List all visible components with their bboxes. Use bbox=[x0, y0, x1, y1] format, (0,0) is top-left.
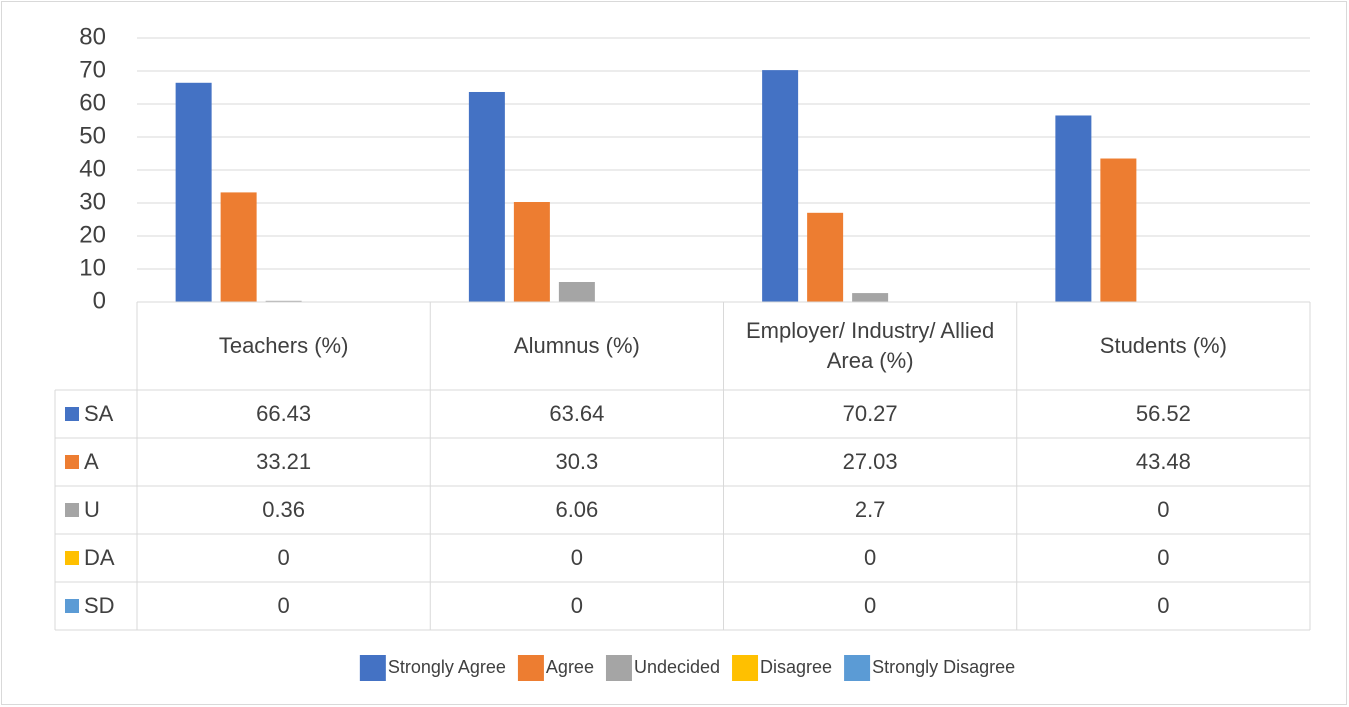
table-value-box: 66.43 bbox=[256, 401, 312, 427]
y-tick-label: 70 bbox=[79, 56, 106, 83]
legend-label: Strongly Disagree bbox=[872, 657, 1015, 677]
table-value: 0 bbox=[1157, 497, 1170, 523]
table-value-box: 0 bbox=[1157, 545, 1170, 571]
y-tick-label: 80 bbox=[79, 23, 106, 50]
table-value: 0 bbox=[1157, 545, 1170, 571]
legend-key bbox=[732, 655, 759, 681]
y-tick-label: 40 bbox=[79, 155, 106, 182]
legend-key bbox=[359, 655, 386, 681]
row-label: A bbox=[84, 449, 99, 474]
legend-key bbox=[517, 655, 544, 681]
bar bbox=[513, 202, 550, 302]
category-header-box: Students (%) bbox=[1099, 333, 1227, 359]
category-header-box: Employer/ Industry/ Allied Area (%) bbox=[746, 318, 995, 373]
table-value: 66.43 bbox=[256, 401, 312, 427]
table-value: 0 bbox=[570, 545, 583, 571]
row-label: DA bbox=[84, 545, 115, 570]
table-value-box: 0 bbox=[570, 593, 583, 619]
legend-label: Agree bbox=[546, 657, 594, 677]
legend-key bbox=[65, 455, 79, 469]
table-value-box: 0 bbox=[570, 545, 583, 571]
legend-key bbox=[844, 655, 871, 681]
table-value-box: 0 bbox=[277, 545, 290, 571]
category-header: Alumnus (%) bbox=[513, 333, 640, 359]
table-value: 0 bbox=[864, 593, 877, 619]
table-value-box: 0 bbox=[277, 593, 290, 619]
legend-label: Disagree bbox=[760, 657, 832, 677]
y-tick-label: 60 bbox=[79, 89, 106, 116]
table-value: 6.06 bbox=[555, 497, 599, 523]
category-header: Teachers (%) bbox=[218, 333, 349, 359]
bar bbox=[1055, 115, 1092, 302]
row-label: SD bbox=[84, 593, 115, 618]
bar bbox=[175, 82, 212, 302]
table-value: 27.03 bbox=[842, 449, 898, 475]
row-label: U bbox=[84, 497, 100, 522]
legend-key bbox=[65, 407, 79, 421]
y-tick-label: 50 bbox=[79, 122, 106, 149]
y-tick-label: 20 bbox=[79, 221, 106, 248]
legend-key bbox=[605, 655, 632, 681]
legend: Strongly Agree Agree Undecided Disagree Stro… bbox=[359, 655, 1015, 681]
category-header: Students (%) bbox=[1099, 333, 1227, 359]
category-header-box: Alumnus (%) bbox=[513, 333, 640, 359]
table-value-box: 30.3 bbox=[555, 449, 599, 475]
table-value-box: 63.64 bbox=[549, 401, 605, 427]
table-value: 0 bbox=[570, 593, 583, 619]
y-tick-label: 10 bbox=[79, 254, 106, 281]
table-value: 30.3 bbox=[555, 449, 599, 475]
legend-key bbox=[65, 503, 79, 517]
table-value-box: 33.21 bbox=[256, 449, 312, 475]
bar bbox=[852, 293, 889, 302]
category-header-box: Teachers (%) bbox=[218, 333, 349, 359]
legend-key bbox=[65, 551, 79, 565]
table-value-box: 2.7 bbox=[854, 497, 886, 523]
table-value-box: 43.48 bbox=[1135, 449, 1191, 475]
y-tick-label: 30 bbox=[79, 188, 106, 215]
category-header: Employer/ Industry/ Allied Area (%) bbox=[746, 318, 995, 373]
row-label: SA bbox=[84, 401, 114, 426]
table-value-box: 0 bbox=[864, 545, 877, 571]
table-value: 43.48 bbox=[1135, 449, 1191, 475]
table-value-box: 0.36 bbox=[262, 497, 306, 523]
table-value: 0 bbox=[277, 545, 290, 571]
legend-key bbox=[65, 599, 79, 613]
bar bbox=[220, 192, 257, 302]
table-value: 2.7 bbox=[854, 497, 886, 523]
table-value: 0 bbox=[277, 593, 290, 619]
table-value-box: 6.06 bbox=[555, 497, 599, 523]
table-value-box: 70.27 bbox=[842, 401, 898, 427]
bar bbox=[468, 91, 505, 302]
table-value: 0 bbox=[1157, 593, 1170, 619]
bar bbox=[807, 212, 844, 302]
y-tick-label: 0 bbox=[93, 287, 106, 314]
bar bbox=[762, 70, 799, 302]
table-value-box: 27.03 bbox=[842, 449, 898, 475]
legend-label: Undecided bbox=[634, 657, 720, 677]
table-value: 0 bbox=[864, 545, 877, 571]
table-value-box: 56.52 bbox=[1135, 401, 1191, 427]
table-value-box: 0 bbox=[1157, 593, 1170, 619]
table-value: 0.36 bbox=[262, 497, 306, 523]
legend-label: Strongly Agree bbox=[388, 657, 506, 677]
table-value: 63.64 bbox=[549, 401, 605, 427]
table-value-box: 0 bbox=[1157, 497, 1170, 523]
table-value: 70.27 bbox=[842, 401, 898, 427]
bar bbox=[558, 282, 595, 302]
table-value-box: 0 bbox=[864, 593, 877, 619]
table-value: 33.21 bbox=[256, 449, 312, 475]
bar bbox=[265, 300, 302, 302]
table-value: 56.52 bbox=[1135, 401, 1191, 427]
bar bbox=[1100, 158, 1137, 302]
